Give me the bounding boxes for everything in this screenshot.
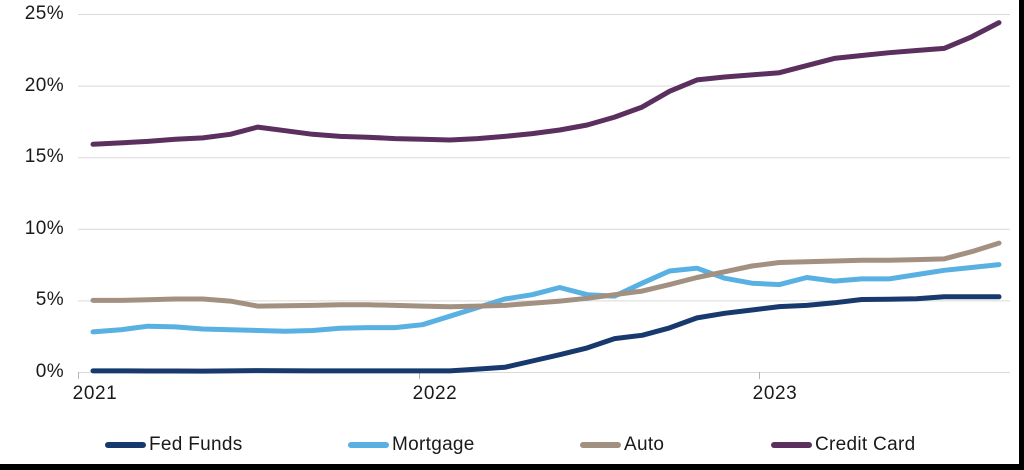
series-line-mortgage (90, 262, 1002, 335)
legend-label: Credit Card (815, 434, 916, 455)
legend-swatch-icon (105, 442, 146, 448)
screen-edge-bottom (0, 464, 1024, 470)
y-axis-label-15: 15% (24, 146, 64, 168)
series-line-fed-funds (90, 294, 1002, 374)
y-axis-label-10: 10% (24, 217, 64, 239)
legend-label: Mortgage (392, 434, 475, 455)
series-line-credit-card (90, 20, 1002, 147)
legend-item-credit-card: Credit Card (771, 435, 915, 455)
legend-swatch-icon (771, 442, 812, 448)
legend-label: Fed Funds (149, 434, 243, 455)
x-axis-label-2022: 2022 (412, 383, 458, 404)
y-axis-label-0: 0% (35, 361, 64, 382)
y-axis-label-5: 5% (35, 289, 64, 311)
y-axis-label-25: 25% (24, 3, 64, 24)
series-line-auto (90, 240, 1002, 310)
x-axis-label-2021: 2021 (72, 383, 118, 404)
legend-swatch-icon (348, 442, 389, 448)
screen-edge-right (1019, 0, 1024, 470)
y-axis-label-20: 20% (24, 74, 64, 96)
x-axis-label-2023: 2023 (752, 383, 798, 404)
legend-item-auto: Auto (580, 435, 664, 455)
legend-swatch-icon (580, 442, 621, 448)
legend-item-mortgage: Mortgage (348, 435, 475, 455)
legend-label: Auto (624, 434, 665, 455)
legend-item-fed-funds: Fed Funds (105, 435, 243, 455)
